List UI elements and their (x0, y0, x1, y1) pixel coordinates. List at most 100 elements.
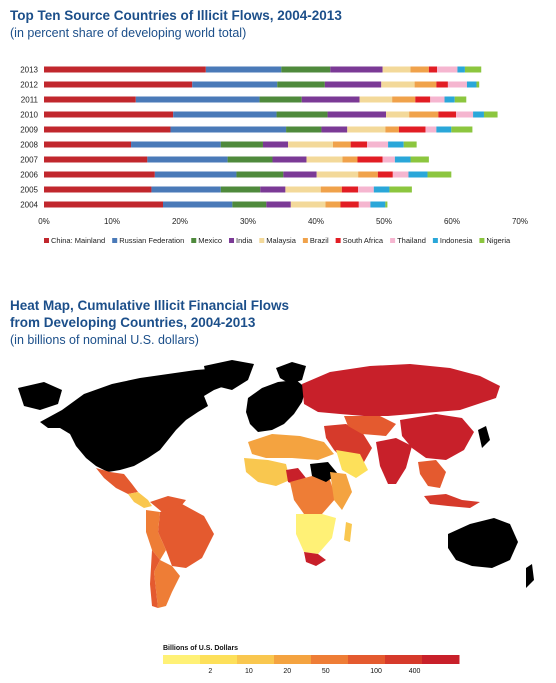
x-tick-label: 20% (172, 217, 188, 226)
bar-segment (385, 201, 388, 208)
bar-segment (347, 126, 386, 133)
scale-color-step (274, 655, 312, 664)
central-africa-region (290, 476, 336, 514)
legend-swatch (335, 238, 341, 243)
bar-segment (382, 66, 411, 73)
bar-segment (135, 96, 260, 103)
north-africa-region (248, 434, 334, 460)
map-subtitle: (in billions of nominal U.S. dollars) (10, 333, 199, 347)
map-title-line2: from Developing Countries, 2004-2013 (10, 315, 256, 330)
bar-segment (276, 111, 328, 118)
bar-segment (301, 96, 360, 103)
bar-segment (260, 186, 286, 193)
bar-segment (44, 186, 152, 193)
bar-segment (286, 126, 322, 133)
bar-segment (388, 141, 404, 148)
north-america-region (40, 368, 238, 472)
bar-segment (272, 156, 307, 163)
bar-segment (385, 126, 399, 133)
bar-segment (377, 171, 393, 178)
year-label: 2007 (20, 156, 38, 165)
bar-segment (457, 66, 465, 73)
bar-segment (341, 186, 359, 193)
south-africa-region (304, 552, 326, 566)
new-zealand-region (526, 564, 534, 588)
bar-segment (44, 156, 148, 163)
mexico-region (96, 468, 138, 494)
bar-segment (340, 201, 359, 208)
bar-segment (262, 141, 289, 148)
middle-east-region (324, 424, 372, 462)
bar-segment (357, 156, 383, 163)
year-label: 2012 (20, 81, 38, 90)
bar-segment (370, 201, 386, 208)
scale-color-step (237, 655, 275, 664)
world-heat-map (18, 360, 534, 608)
legend-entry: Indonesia (440, 236, 473, 245)
scale-color-step (163, 655, 201, 664)
bar-segment (367, 141, 389, 148)
bar-segment (410, 66, 429, 73)
west-africa-region (244, 458, 290, 486)
bar-segment (154, 171, 237, 178)
legend-entry: China: Mainland (51, 236, 105, 245)
bar-segment (476, 81, 480, 88)
southern-africa-region (296, 514, 336, 554)
east-africa-region (330, 472, 352, 510)
bar-segment (436, 126, 452, 133)
saudi-region (336, 450, 368, 478)
scale-color-step (348, 655, 386, 664)
bar-segment (427, 171, 452, 178)
scale-tick-label: 50 (322, 668, 330, 675)
bar-segment (44, 201, 163, 208)
argentina-region (154, 560, 180, 608)
x-tick-label: 70% (512, 217, 528, 226)
bar-segment (473, 111, 484, 118)
year-label: 2008 (20, 141, 38, 150)
bar-segment (131, 141, 221, 148)
bar-segment (44, 141, 132, 148)
bar-segment (428, 66, 438, 73)
central-asia-region (344, 416, 396, 436)
bar-segment (192, 81, 278, 88)
legend-entry: Nigeria (486, 236, 511, 245)
x-tick-label: 10% (104, 217, 120, 226)
bar-segment (409, 111, 439, 118)
bar-segment (381, 81, 415, 88)
bar-segment (389, 186, 412, 193)
bar-segment (290, 201, 326, 208)
bar-segment (205, 66, 282, 73)
bar-segment (414, 81, 437, 88)
bar-segment (220, 186, 261, 193)
bar-segment (44, 81, 193, 88)
central-america-region (128, 492, 152, 508)
color-scale: Billions of U.S. Dollars 2 10 20 50 100 400 (163, 645, 460, 675)
bar-segment (285, 186, 321, 193)
legend-entry: Thailand (397, 236, 426, 245)
chile-region (150, 550, 160, 608)
year-label: 2011 (21, 96, 39, 105)
year-label: 2010 (20, 111, 38, 120)
japan-region (478, 426, 490, 448)
bar-segment (173, 111, 277, 118)
scale-color-step (311, 655, 349, 664)
india-region (376, 438, 412, 484)
australia-region (448, 518, 518, 568)
scandinavia-region (276, 362, 306, 384)
madagascar-region (344, 522, 352, 542)
chart-subtitle: (in percent share of developing world to… (10, 26, 247, 40)
bar-segment (466, 81, 477, 88)
year-label: 2005 (20, 186, 38, 195)
scale-tick-label: 10 (245, 668, 253, 675)
bar-segment (44, 66, 206, 73)
bar-segment (451, 126, 473, 133)
legend-swatch (259, 238, 265, 243)
legend-entry: Brazil (310, 236, 329, 245)
bar-segment (151, 186, 221, 193)
stacked-bar-chart: 2013 2012 2011 2010 2009 2008 2007 2006 2005 2004… (20, 66, 528, 246)
bar-segment (438, 111, 457, 118)
bar-segment (220, 141, 263, 148)
bar-segment (398, 126, 426, 133)
x-tick-label: 60% (444, 217, 460, 226)
brazil-region (158, 504, 214, 568)
